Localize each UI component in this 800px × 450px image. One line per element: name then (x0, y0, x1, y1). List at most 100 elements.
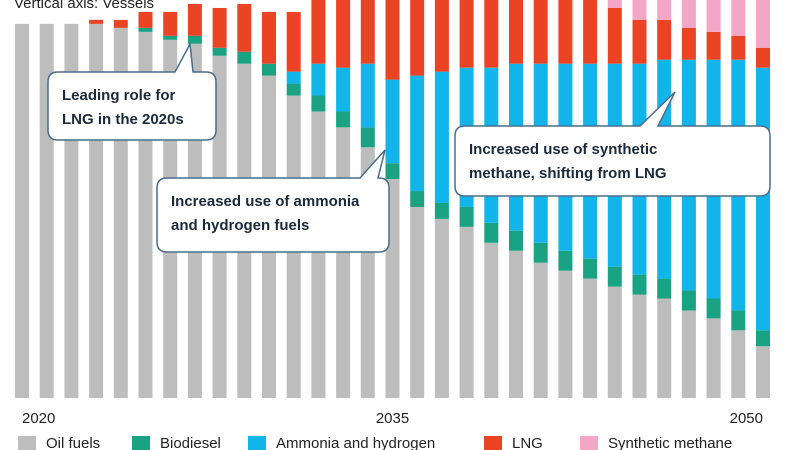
bar-segment (484, 242, 499, 398)
bar-segment (706, 318, 721, 398)
bar-segment (89, 19, 104, 24)
bar-segment (558, 250, 573, 271)
bar-segment (484, 222, 499, 243)
bar-segment (410, 75, 425, 192)
bar-segment (509, 230, 523, 251)
bar-segment (657, 278, 672, 299)
bar-segment (336, 127, 351, 399)
bar-segment (756, 0, 770, 48)
bar-segment (163, 35, 178, 40)
legend-swatch (132, 436, 150, 450)
bar-segment (434, 0, 449, 72)
bar-segment (558, 270, 573, 398)
callout-box (454, 91, 771, 197)
bar-segment (706, 31, 721, 60)
bar-segment (756, 330, 770, 347)
bar-segment (607, 286, 622, 398)
bar-segment (657, 0, 672, 20)
bar-segment (607, 7, 622, 64)
bar-segment (360, 127, 375, 148)
callout-box (47, 41, 217, 141)
y-axis-label: Vertical axis: Vessels (14, 0, 154, 12)
bar-segment (385, 0, 400, 80)
bar-segment (706, 298, 721, 319)
callout-text: LNG in the 2020s (62, 111, 184, 128)
callout-text: Increased use of synthetic (469, 141, 657, 158)
bar-segment (286, 83, 301, 96)
bar-segment (731, 310, 746, 331)
bar-segment (237, 3, 252, 52)
bar-segment (657, 19, 672, 60)
bar-segment (360, 63, 375, 128)
bar-segment (262, 63, 276, 76)
bar-segment (607, 0, 622, 8)
bar-segment (311, 111, 326, 398)
legend-swatch (484, 436, 502, 450)
bar-segment (756, 67, 770, 331)
bar-segment (336, 0, 351, 68)
bar-segment (286, 11, 301, 72)
bar-segment (731, 0, 746, 36)
bar-segment (533, 262, 548, 398)
bar-segment (607, 266, 622, 287)
legend-swatch (18, 436, 36, 450)
bar-segment (385, 79, 400, 164)
bar-segment (632, 294, 647, 398)
callout-text: and hydrogen fuels (171, 217, 309, 234)
legend-label: Biodiesel (160, 435, 221, 450)
bar-segment (533, 242, 548, 263)
bar-segment (681, 27, 696, 60)
callout-box (156, 149, 390, 253)
bar-segment (632, 0, 647, 20)
bar-segment (756, 47, 770, 68)
callout-text: Increased use of ammonia (171, 193, 360, 210)
legend-label: LNG (512, 435, 543, 450)
bar-segment (583, 0, 598, 64)
bar-segment (681, 0, 696, 28)
bar-segment (509, 0, 523, 64)
bar-segment (434, 202, 449, 219)
bar-segment (187, 3, 202, 36)
bar-segment (632, 19, 647, 64)
callout-text: methane, shifting from LNG (469, 165, 667, 182)
x-tick-label: 2035 (376, 410, 409, 427)
bar-segment (212, 7, 227, 48)
bar-segment (657, 298, 672, 398)
bar-segment (212, 47, 227, 56)
bar-segment (583, 258, 598, 279)
callout-text: Leading role for (62, 87, 176, 104)
bar-segment (311, 95, 326, 112)
bar-segment (187, 35, 202, 44)
legend-label: Synthetic methane (608, 435, 732, 450)
bar-segment (459, 226, 474, 398)
x-tick-label: 2050 (730, 410, 763, 427)
bar-segment (163, 11, 178, 36)
bar-segment (731, 330, 746, 398)
bar-segment (558, 0, 573, 64)
bar-segment (434, 71, 449, 203)
bar-segment (15, 23, 29, 398)
x-tick-label: 2020 (22, 410, 55, 427)
bar-segment (533, 0, 548, 64)
bars (15, 0, 770, 399)
bar-segment (385, 163, 400, 180)
bar-segment (434, 218, 449, 398)
bar-segment (138, 11, 153, 28)
bar-segment (632, 274, 647, 295)
legend-swatch (580, 436, 598, 450)
bar-segment (459, 0, 474, 68)
bar-segment (509, 250, 523, 398)
bar-segment (583, 278, 598, 398)
legend: Oil fuels Biodiesel Ammonia and hydrogen LN… (18, 435, 732, 450)
bar-segment (410, 0, 425, 76)
bar-segment (262, 11, 276, 64)
legend-swatch (248, 436, 266, 450)
bar-segment (706, 0, 721, 32)
bar-segment (681, 290, 696, 311)
bar-segment (756, 346, 770, 398)
legend-label: Oil fuels (46, 435, 100, 450)
annotations: Leading role for LNG in the 2020s Increase… (47, 41, 771, 253)
bar-segment (286, 71, 301, 84)
bar-segment (237, 51, 252, 64)
